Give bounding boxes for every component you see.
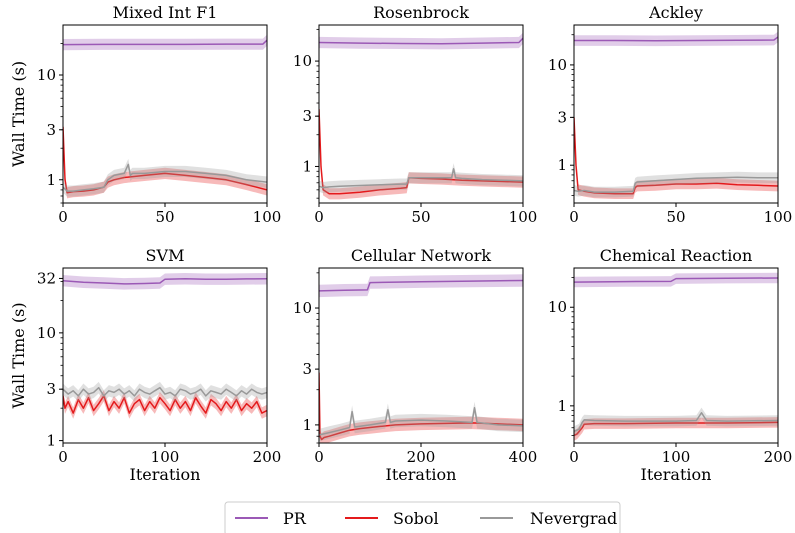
series-line-pr xyxy=(574,277,778,283)
y-axis-label: Wall Time (s) xyxy=(9,61,28,167)
panel-title: SVM xyxy=(146,246,185,265)
panel-chemical-reaction: Chemical Reaction 0 100 200 1 10 Iteration xyxy=(548,246,792,484)
x-axis-label: Iteration xyxy=(641,465,712,484)
series-line-nevergrad xyxy=(63,386,267,397)
band-pr xyxy=(574,31,778,47)
legend-label-nevergrad: Nevergrad xyxy=(530,509,617,528)
series-line-sobol xyxy=(319,372,523,441)
legend-label-pr: PR xyxy=(283,509,307,528)
x-tick-label: 200 xyxy=(764,448,793,466)
series-line-pr xyxy=(574,36,778,42)
x-tick-label: 0 xyxy=(569,208,579,226)
x-axis-label: Iteration xyxy=(386,465,457,484)
series-line-nevergrad xyxy=(574,176,778,193)
x-tick-label: 0 xyxy=(314,208,324,226)
y-tick-label: 10 xyxy=(37,324,56,342)
series-group xyxy=(319,274,523,443)
panel-title: Ackley xyxy=(648,3,703,22)
series-group xyxy=(574,272,778,441)
legend-item-sobol: Sobol xyxy=(345,509,439,528)
y-tick-label: 3 xyxy=(46,380,56,398)
series-line-sobol xyxy=(574,421,778,437)
y-tick-label: 1 xyxy=(46,432,56,450)
y-tick-label: 10 xyxy=(37,66,56,84)
panel-svm: SVM 0 100 200 1 3 10 32 Iteration Wall Time (s) xyxy=(9,246,281,484)
series-line-sobol xyxy=(319,109,523,195)
band-sobol xyxy=(319,366,523,443)
x-tick-label: 100 xyxy=(662,448,691,466)
x-tick-label: 50 xyxy=(666,208,685,226)
y-tick-label: 1 xyxy=(557,397,567,415)
series-line-sobol xyxy=(63,395,267,414)
x-tick-label: 0 xyxy=(314,448,324,466)
band-nevergrad xyxy=(63,158,267,197)
panel-title: Mixed Int F1 xyxy=(113,3,218,22)
x-tick-label: 50 xyxy=(155,208,174,226)
x-tick-label: 50 xyxy=(411,208,430,226)
x-tick-label: 0 xyxy=(58,208,68,226)
panel-rosenbrock: Rosenbrock 0 50 100 1 3 10 xyxy=(293,3,537,226)
band-nevergrad xyxy=(63,381,267,402)
band-pr xyxy=(319,274,523,298)
series-line-nevergrad xyxy=(319,168,523,189)
x-tick-label: 200 xyxy=(407,448,436,466)
legend-item-nevergrad: Nevergrad xyxy=(480,509,617,528)
y-tick-label: 3 xyxy=(302,360,312,378)
band-sobol xyxy=(319,103,523,200)
y-tick-label: 1 xyxy=(557,156,567,174)
band-nevergrad xyxy=(319,401,523,442)
series-line-sobol xyxy=(63,126,267,194)
y-tick-label: 1 xyxy=(302,157,312,175)
y-tick-label: 10 xyxy=(548,56,567,74)
series-line-pr xyxy=(63,39,267,46)
plot-frame xyxy=(62,267,268,444)
legend-label-sobol: Sobol xyxy=(393,509,439,528)
x-tick-label: 100 xyxy=(764,208,793,226)
x-tick-label: 400 xyxy=(509,448,538,466)
x-tick-label: 0 xyxy=(569,448,579,466)
legend-item-pr: PR xyxy=(235,509,307,528)
band-pr xyxy=(574,272,778,288)
band-pr xyxy=(319,32,523,50)
y-tick-label: 1 xyxy=(46,171,56,189)
band-pr xyxy=(63,34,267,51)
series-line-nevergrad xyxy=(574,412,778,433)
panel-cellular-network: Cellular Network 0 200 400 1 3 10 Iteration xyxy=(293,246,537,484)
panel-mixed-int-f1: Mixed Int F1 0 50 100 1 3 10 Wall Time (s) xyxy=(9,3,281,226)
y-tick-label: 10 xyxy=(293,52,312,70)
series-line-nevergrad xyxy=(319,407,523,436)
x-tick-label: 200 xyxy=(253,448,282,466)
x-tick-label: 100 xyxy=(253,208,282,226)
x-axis-label: Iteration xyxy=(130,465,201,484)
panel-title: Chemical Reaction xyxy=(600,246,753,265)
y-tick-label: 3 xyxy=(46,121,56,139)
y-tick-label: 10 xyxy=(293,299,312,317)
x-tick-label: 100 xyxy=(509,208,538,226)
series-line-pr xyxy=(63,277,267,285)
band-sobol xyxy=(574,112,778,199)
band-pr xyxy=(63,273,267,290)
series-group xyxy=(63,273,267,419)
panel-title: Cellular Network xyxy=(351,246,492,265)
legend: PR Sobol Nevergrad xyxy=(224,501,621,533)
panel-title: Rosenbrock xyxy=(373,3,469,22)
series-group xyxy=(574,31,778,199)
legend-frame xyxy=(224,501,621,533)
x-tick-label: 100 xyxy=(151,448,180,466)
y-tick-label: 3 xyxy=(302,107,312,125)
series-line-pr xyxy=(319,279,523,292)
panel-ackley: Ackley 0 50 100 1 3 10 xyxy=(548,3,792,226)
series-line-nevergrad xyxy=(63,163,267,192)
series-group xyxy=(63,34,267,199)
y-tick-label: 3 xyxy=(557,108,567,126)
series-group xyxy=(319,32,523,200)
x-tick-label: 0 xyxy=(58,448,68,466)
y-tick-label: 1 xyxy=(302,416,312,434)
y-tick-label: 10 xyxy=(548,298,567,316)
band-nevergrad xyxy=(574,407,778,437)
y-tick-label: 32 xyxy=(37,269,56,287)
y-axis-label: Wall Time (s) xyxy=(9,302,28,408)
series-line-pr xyxy=(319,37,523,45)
